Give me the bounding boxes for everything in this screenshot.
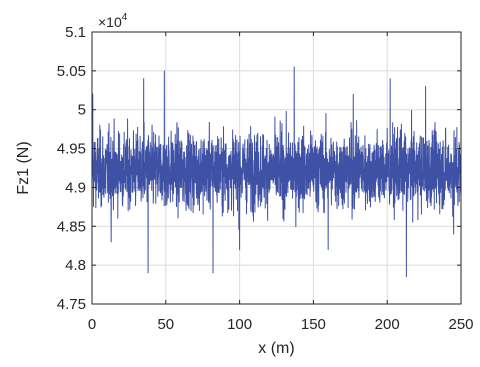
x-tick-label: 150 xyxy=(301,316,326,333)
x-tick-label: 0 xyxy=(88,316,96,333)
y-tick-label: 5.1 xyxy=(65,24,86,41)
x-tick-label: 100 xyxy=(227,316,252,333)
x-tick-label: 200 xyxy=(375,316,400,333)
y-tick-label: 4.9 xyxy=(65,179,86,196)
x-tick-label: 50 xyxy=(157,316,174,333)
y-exponent-label: ×104 xyxy=(98,12,128,30)
x-tick-labels: 0 50 100 150 200 250 xyxy=(88,316,474,333)
plot-frame xyxy=(91,31,462,305)
tick-marks xyxy=(91,31,462,305)
y-tick-labels: 4.75 4.8 4.85 4.9 4.95 5 5.05 5.1 xyxy=(57,24,86,313)
y-tick-label: 5 xyxy=(78,102,86,119)
x-tick-label: 250 xyxy=(448,316,473,333)
y-axis-label: Fz1 (N) xyxy=(15,141,32,194)
y-tick-label: 4.8 xyxy=(65,257,86,274)
y-tick-label: 4.95 xyxy=(57,141,86,158)
series-line xyxy=(91,66,462,278)
y-tick-label: 4.85 xyxy=(57,218,86,235)
y-tick-label: 5.05 xyxy=(57,63,86,80)
y-tick-label: 4.75 xyxy=(57,296,86,313)
x-axis-label: x (m) xyxy=(258,340,294,357)
